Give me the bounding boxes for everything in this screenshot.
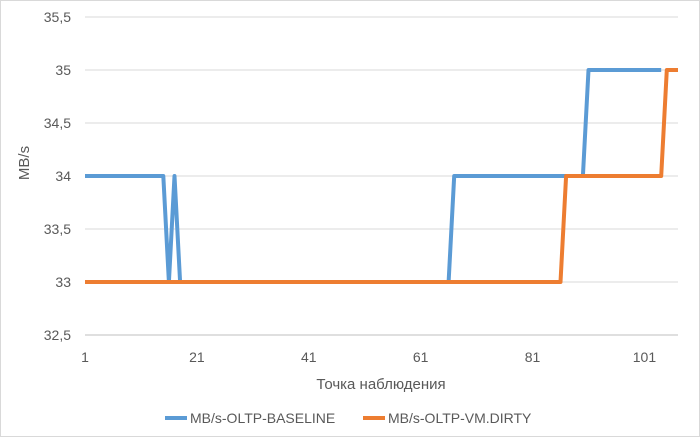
- x-axis-tick-labels: 1 21 41 61 81 101: [81, 349, 656, 365]
- x-tick-label: 61: [413, 349, 429, 365]
- x-tick-label: 1: [81, 349, 89, 365]
- y-tick-label: 35,5: [44, 9, 71, 25]
- series-line-2: [85, 68, 678, 284]
- y-tick-label: 34: [55, 168, 71, 184]
- x-axis-title: Точка наблюдения: [316, 376, 445, 393]
- y-axis-tick-labels: 32,5 33 33,5 34 34,5 35 35,5: [44, 9, 71, 343]
- y-tick-label: 33,5: [44, 221, 71, 237]
- y-axis-title: MB/s: [16, 146, 33, 180]
- legend-label: MB/s-OLTP-BASELINE: [190, 410, 335, 426]
- legend-label: MB/s-OLTP-VM.DIRTY: [388, 410, 532, 426]
- x-tick-label: 21: [189, 349, 205, 365]
- x-tick-label: 81: [525, 349, 541, 365]
- legend: MB/s-OLTP-BASELINE MB/s-OLTP-VM.DIRTY: [165, 410, 532, 426]
- x-tick-label: 41: [301, 349, 317, 365]
- y-tick-label: 35: [55, 62, 71, 78]
- y-tick-label: 33: [55, 274, 71, 290]
- y-tick-label: 34,5: [44, 115, 71, 131]
- y-tick-label: 32,5: [44, 327, 71, 343]
- x-tick-label: 101: [633, 349, 657, 365]
- series-lines: [85, 68, 678, 284]
